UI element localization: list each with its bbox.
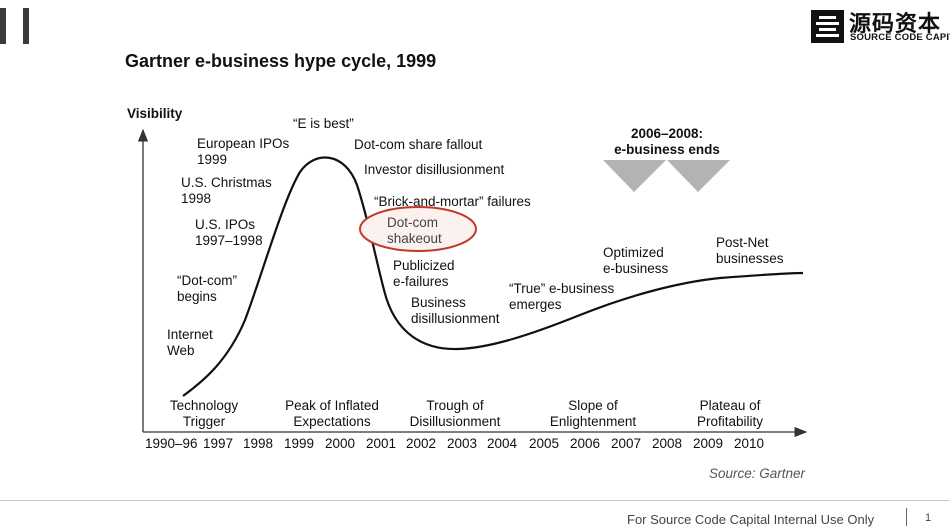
shakeout-highlight-circle <box>359 206 477 252</box>
logo-icon <box>811 10 844 43</box>
footer-separator <box>906 508 907 526</box>
phase-label: Plateau of Profitability <box>696 398 764 429</box>
logo-chinese-name: 源码资本 <box>849 11 942 36</box>
header-accent-bar-left <box>0 8 6 44</box>
year-label: 2007 <box>611 436 642 451</box>
year-label: 2005 <box>529 436 560 451</box>
year-label: 2000 <box>325 436 356 451</box>
annotation-post-net: Post-Net businesses <box>716 235 784 266</box>
page-number: 1 <box>925 512 932 524</box>
down-arrow-icon <box>667 160 730 192</box>
annotation-business-disillusionment: Business disillusionment <box>411 295 500 326</box>
annotation-true-ebusiness: “True” e-business emerges <box>509 281 615 312</box>
logo-english-name: SOURCE CODE CAPITAL <box>850 32 950 43</box>
annotation-e-is-best: “E is best” <box>293 116 354 131</box>
source-note: Source: Gartner <box>709 466 806 481</box>
year-label: 1990–96 <box>145 436 198 451</box>
year-label: 1998 <box>243 436 274 451</box>
phase-label: Technology Trigger <box>169 398 239 429</box>
year-label: 2003 <box>447 436 478 451</box>
annotation-shakeout: Dot-com shakeout <box>387 215 442 246</box>
year-label: 2001 <box>366 436 397 451</box>
phase-label: Peak of Inflated Expectations <box>285 398 379 429</box>
annotation-us-ipos: U.S. IPOs 1997–1998 <box>195 217 263 248</box>
hype-curve <box>182 156 804 397</box>
phase-label: Slope of Enlightenment <box>549 398 637 429</box>
annotation-european-ipos: European IPOs 1999 <box>197 136 290 167</box>
annotation-dotcom-begins: “Dot-com” begins <box>177 273 237 304</box>
annotation-us-christmas: U.S. Christmas 1998 <box>181 175 272 206</box>
annotation-brick-mortar: “Brick-and-mortar” failures <box>374 194 531 209</box>
annotation-internet-web: Internet Web <box>167 327 213 358</box>
annotation-share-fallout: Dot-com share fallout <box>354 137 483 152</box>
year-label: 1997 <box>203 436 234 451</box>
year-label: 2010 <box>734 436 765 451</box>
page-title: Gartner e-business hype cycle, 1999 <box>125 51 437 71</box>
year-label: 2002 <box>406 436 437 451</box>
annotation-ebusiness-ends: 2006–2008: e-business ends <box>614 126 720 157</box>
phase-label: Trough of Disillusionment <box>409 398 501 429</box>
year-label: 2006 <box>570 436 601 451</box>
annotation-optimized: Optimized e-business <box>603 245 669 276</box>
footer-divider <box>0 500 950 501</box>
y-axis-label: Visibility <box>127 106 183 121</box>
down-arrow-icon <box>603 160 666 192</box>
annotation-investor-disillusionment: Investor disillusionment <box>364 162 505 177</box>
year-label: 2009 <box>693 436 724 451</box>
annotation-publicized-failures: Publicized e-failures <box>393 258 455 289</box>
year-label: 2008 <box>652 436 683 451</box>
header-accent-bar-right <box>23 8 29 44</box>
year-label: 1999 <box>284 436 315 451</box>
footer-text: For Source Code Capital Internal Use Onl… <box>627 512 875 527</box>
year-label: 2004 <box>487 436 518 451</box>
